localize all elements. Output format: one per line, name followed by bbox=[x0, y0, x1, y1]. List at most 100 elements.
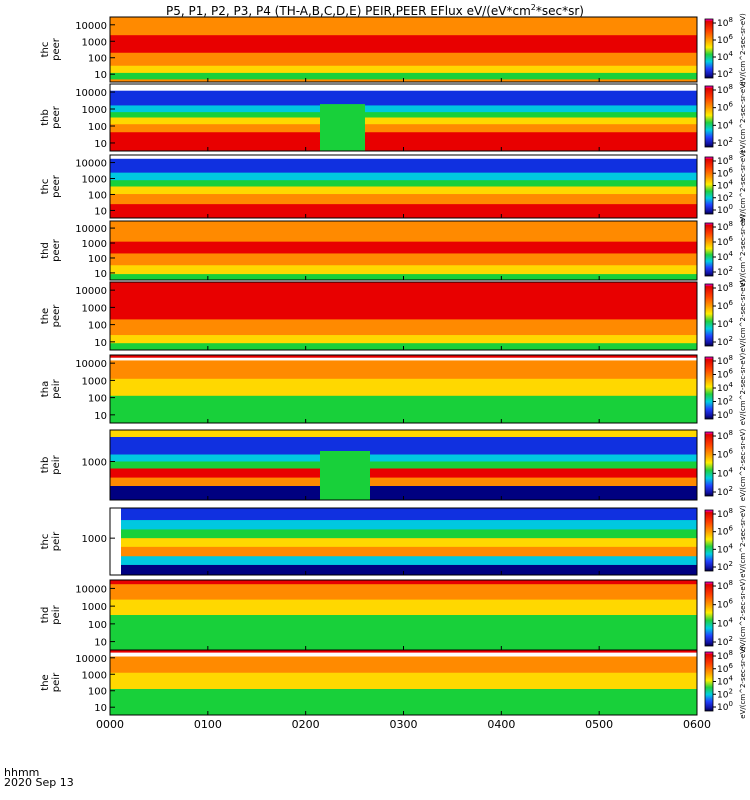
colorbar-unit-text: eV/(cm^2-sec-sr-eV) bbox=[739, 150, 747, 223]
colorbar bbox=[704, 509, 714, 572]
colorbar-tick-label: 104 bbox=[717, 616, 733, 629]
panel-label: thd peir bbox=[40, 604, 62, 624]
colorbar-unit-text: eV/(cm^2-sec-sr-eV) bbox=[739, 429, 747, 502]
probe-label: the bbox=[40, 674, 51, 690]
y-tick-label: 100 bbox=[88, 620, 107, 631]
colorbar-unit-text: eV/(cm^2-sec-sr-eV) bbox=[739, 505, 747, 578]
no-data-region bbox=[110, 508, 121, 575]
colorbar-tick-label: 108 bbox=[717, 281, 733, 294]
y-tick-label: 100 bbox=[88, 321, 107, 332]
flux-band bbox=[110, 430, 697, 438]
instrument-label: peir bbox=[51, 531, 62, 551]
y-tick-label: 100 bbox=[88, 54, 107, 65]
colorbar-tick-label: 102 bbox=[717, 265, 733, 278]
panel-label: tha peir bbox=[40, 378, 62, 398]
flux-band bbox=[110, 508, 697, 521]
colorbar-tick-label: 102 bbox=[717, 635, 733, 648]
colorbar-tick-label: 102 bbox=[717, 560, 733, 573]
y-tick-label: 10000 bbox=[75, 359, 107, 370]
flux-heatmap bbox=[110, 84, 697, 152]
y-tick-label: 100 bbox=[88, 190, 107, 201]
colorbar-tick-label: 102 bbox=[717, 687, 733, 700]
x-tick-label: 0500 bbox=[585, 718, 613, 731]
colorbar-tick-label: 102 bbox=[717, 136, 733, 149]
colorbar-unit-label: eV/(cm^2-sec-sr-eV) bbox=[739, 646, 747, 719]
colorbar bbox=[704, 156, 714, 215]
colorbar bbox=[704, 431, 714, 497]
y-tick-label: 1000 bbox=[82, 670, 107, 681]
flux-band bbox=[110, 221, 697, 243]
flux-band bbox=[110, 378, 697, 397]
colorbar-tick-label: 106 bbox=[717, 598, 733, 611]
probe-label: thb bbox=[40, 457, 51, 474]
panel-label: thc peir bbox=[40, 531, 62, 551]
probe-label: tha bbox=[40, 381, 51, 397]
flux-band bbox=[110, 90, 697, 106]
time-axis: 0000 0100 0200 0300 0400 0500 0600 bbox=[96, 718, 711, 731]
y-tick-label: 10 bbox=[94, 139, 107, 150]
flux-band bbox=[110, 437, 697, 455]
colorbar-tick-label: 108 bbox=[717, 354, 733, 367]
y-tick-label: 100 bbox=[88, 122, 107, 133]
flux-heatmap bbox=[110, 650, 697, 716]
colorbar-tick-label: 104 bbox=[717, 179, 733, 192]
flux-band bbox=[110, 180, 697, 187]
colorbar-tick-label: 106 bbox=[717, 101, 733, 114]
flux-band bbox=[110, 241, 697, 254]
instrument-label: peir bbox=[51, 672, 62, 692]
colorbar-tick-label: 108 bbox=[717, 154, 733, 167]
y-tick-label: 100 bbox=[88, 687, 107, 698]
spectrogram-panel: 10000 1000 100 10 the peer 108 106 104 102 eV/(cm^… bbox=[40, 280, 747, 353]
colorbar-unit-text: eV/(cm^2-sec-sr-eV) bbox=[739, 646, 747, 719]
y-tick-label: 10000 bbox=[75, 159, 107, 170]
y-tick-label: 1000 bbox=[82, 534, 107, 545]
flux-band bbox=[110, 72, 697, 80]
flux-gap-region bbox=[320, 451, 370, 500]
probe-label: thd bbox=[40, 607, 51, 624]
colorbar bbox=[704, 581, 714, 647]
colorbar-tick-label: 104 bbox=[717, 675, 733, 688]
panel-label: thb peir bbox=[40, 454, 62, 474]
y-tick-label: 100 bbox=[88, 394, 107, 405]
flux-band bbox=[110, 335, 697, 344]
flux-band bbox=[110, 84, 697, 92]
colorbar-tick-label: 100 bbox=[717, 700, 733, 713]
probe-label: thb bbox=[40, 109, 51, 126]
flux-band bbox=[110, 461, 697, 469]
flux-band bbox=[110, 124, 697, 133]
instrument-label: peir bbox=[51, 378, 62, 398]
colorbar-tick-label: 106 bbox=[717, 448, 733, 461]
colorbar-unit-text: eV/(cm^2-sec-sr-eV) bbox=[739, 214, 747, 287]
colorbar-tick-label: 100 bbox=[717, 408, 733, 421]
flux-band bbox=[110, 477, 697, 487]
probe-label: thc bbox=[40, 179, 51, 195]
flux-band bbox=[110, 652, 697, 657]
probe-label: thc bbox=[40, 534, 51, 550]
y-tick-label: 10000 bbox=[75, 88, 107, 99]
flux-band bbox=[110, 395, 697, 424]
y-tick-label: 1000 bbox=[82, 105, 107, 116]
colorbar bbox=[704, 18, 714, 79]
flux-band bbox=[110, 117, 697, 125]
y-tick-label: 10000 bbox=[75, 21, 107, 32]
flux-band bbox=[110, 265, 697, 275]
flux-band bbox=[110, 538, 697, 548]
flux-band bbox=[110, 132, 697, 152]
colorbar bbox=[704, 85, 714, 148]
colorbar-tick-label: 102 bbox=[717, 395, 733, 408]
flux-band bbox=[110, 357, 697, 361]
flux-band bbox=[110, 360, 697, 380]
colorbar-tick-label: 102 bbox=[717, 335, 733, 348]
flux-band bbox=[110, 282, 697, 300]
instrument-label: peer bbox=[51, 238, 62, 262]
colorbar-unit-label: eV/(cm^2-sec-sr-eV) bbox=[739, 280, 747, 353]
x-tick-label: 0100 bbox=[194, 718, 222, 731]
flux-band bbox=[110, 546, 697, 557]
flux-heatmap bbox=[110, 430, 697, 501]
flux-heatmap bbox=[110, 508, 697, 576]
colorbar-unit-text: eV/(cm^2-sec-sr-eV) bbox=[739, 13, 747, 86]
colorbar-tick-label: 106 bbox=[717, 662, 733, 675]
instrument-label: peir bbox=[51, 604, 62, 624]
flux-band bbox=[110, 35, 697, 54]
